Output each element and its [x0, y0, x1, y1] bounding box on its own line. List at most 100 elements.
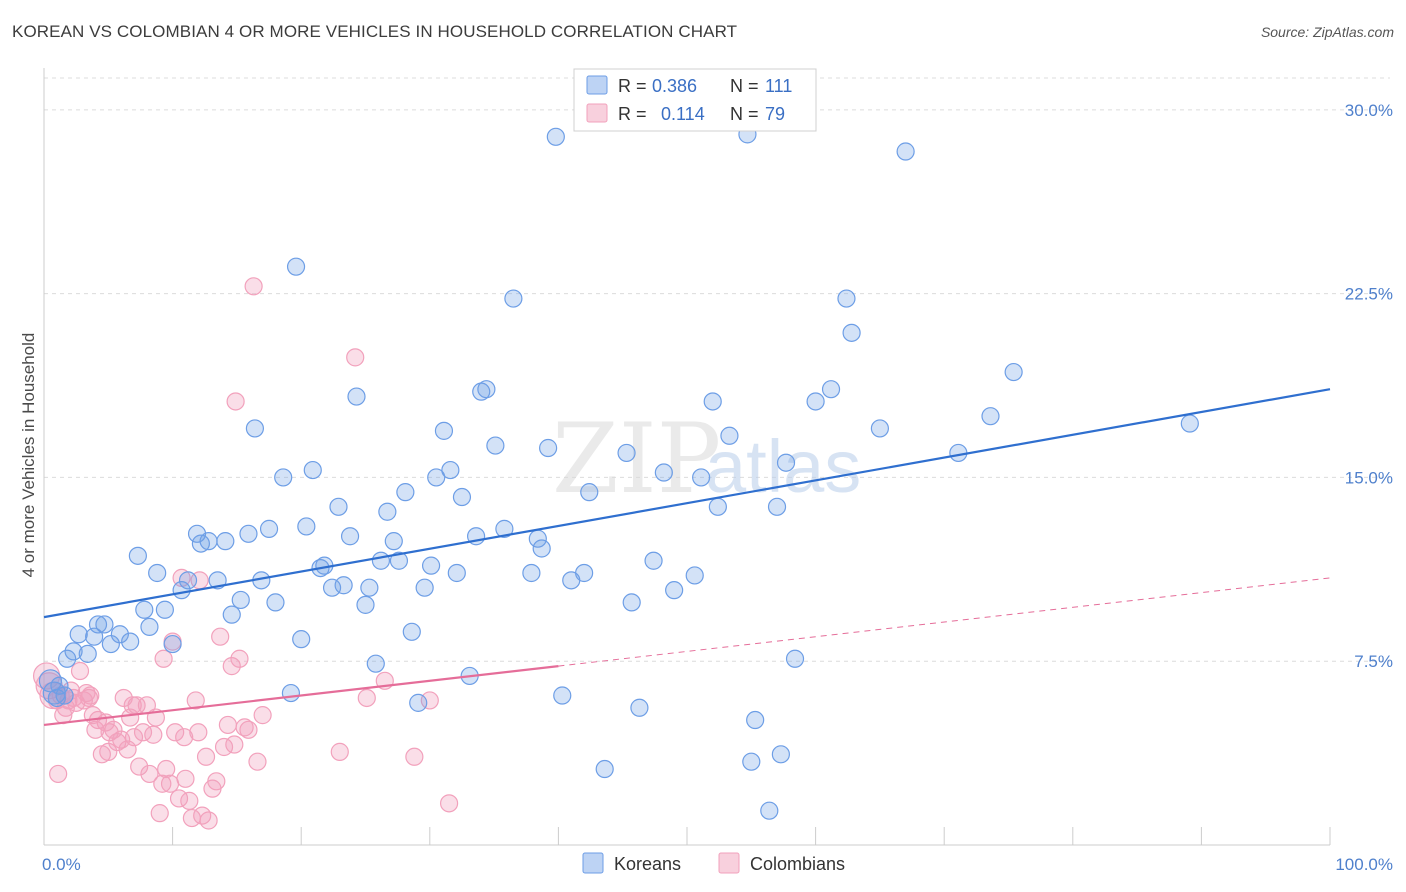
korean-point: [148, 563, 167, 583]
korean-point: [199, 532, 218, 551]
colombian-point: [439, 794, 459, 813]
bottom-legend-colombian-swatch: [718, 852, 740, 874]
colombian-point: [99, 742, 118, 761]
korean-point: [259, 519, 279, 538]
korean-point: [135, 600, 154, 619]
korean-point: [720, 426, 739, 445]
watermark-atlas: atlas: [705, 425, 861, 508]
top-legend-box: [573, 68, 817, 132]
colombian-point: [154, 649, 173, 668]
colombian-point: [160, 774, 180, 793]
korean-point: [553, 686, 572, 705]
korean-point: [95, 615, 114, 634]
colombian-point: [196, 747, 216, 766]
x-tick-label: 0.0%: [42, 855, 81, 874]
korean-point: [532, 539, 551, 558]
korean-point: [222, 605, 241, 624]
korean-point: [396, 483, 415, 502]
bottom-legend-korean-label: Koreans: [614, 854, 681, 874]
korean-point: [842, 323, 861, 342]
colombian-point: [420, 691, 439, 710]
colombian-point: [130, 757, 149, 776]
korean-point: [580, 483, 599, 502]
legend-colombian-r-label: R =: [618, 104, 647, 124]
colombian-point: [239, 720, 258, 739]
korean-point: [441, 460, 460, 480]
korean-point: [486, 436, 505, 455]
korean-point: [821, 380, 841, 399]
korean-point: [245, 419, 265, 438]
korean-point: [708, 497, 727, 516]
colombian-point: [189, 723, 208, 742]
korean-point: [140, 617, 159, 637]
colombian-point: [207, 772, 226, 791]
colombian-point: [176, 769, 195, 788]
watermark: ZIP atlas: [552, 403, 861, 515]
korean-point: [50, 676, 69, 695]
korean-point: [121, 632, 140, 651]
korean-point: [58, 649, 77, 668]
watermark-zip: ZIP: [552, 403, 721, 515]
legend-korean-n-value: 111: [765, 76, 792, 96]
korean-point: [622, 593, 641, 612]
legend-korean-r-value: 0.386: [652, 76, 697, 96]
korean-point: [617, 443, 636, 463]
colombian-trend-line: [43, 665, 559, 727]
bottom-legend: Koreans Colombians: [582, 852, 845, 874]
korean-point: [384, 532, 403, 551]
legend-korean-n-label: N =: [730, 76, 759, 96]
korean-point: [178, 571, 198, 590]
korean-point: [292, 630, 311, 649]
y-tick-label: 22.5%: [1345, 285, 1393, 304]
source-label: Source: ZipAtlas.com: [1260, 24, 1394, 40]
korean-point: [504, 289, 523, 308]
korean-point: [654, 463, 673, 482]
korean-points: [38, 125, 1199, 820]
korean-point: [329, 497, 348, 516]
korean-point: [692, 468, 711, 487]
colombian-point: [211, 627, 230, 646]
legend-colombian-n-value: 79: [765, 104, 785, 124]
legend-colombian-swatch: [586, 103, 608, 123]
korean-point: [366, 654, 385, 673]
colombian-point: [180, 791, 199, 810]
korean-point: [274, 468, 293, 487]
bottom-legend-korean-swatch: [582, 852, 604, 874]
colombian-point: [81, 686, 100, 705]
korean-point: [421, 556, 441, 575]
colombian-point: [218, 715, 237, 735]
colombian-point: [150, 804, 169, 823]
korean-point: [806, 392, 825, 411]
korean-point: [1004, 362, 1023, 382]
korean-point: [356, 595, 375, 614]
colombian-point: [49, 764, 68, 784]
legend-colombian-r-value: 0.114: [661, 104, 705, 124]
korean-point: [239, 524, 258, 543]
legend-colombian-n-label: N =: [730, 104, 759, 124]
legend-korean-swatch: [586, 75, 608, 95]
korean-point: [760, 801, 779, 820]
korean-point: [746, 710, 765, 730]
korean-point: [64, 642, 83, 661]
korean-point: [303, 460, 322, 480]
korean-point: [771, 745, 790, 764]
colombian-point: [166, 723, 185, 742]
korean-point: [334, 576, 353, 595]
korean-point: [896, 142, 915, 161]
colombian-point: [157, 759, 176, 779]
korean-point: [447, 563, 466, 583]
y-tick-label: 7.5%: [1354, 652, 1393, 671]
korean-point: [281, 683, 301, 703]
korean-point: [389, 551, 409, 570]
korean-point: [216, 532, 235, 551]
bottom-legend-colombian-label: Colombians: [750, 854, 845, 874]
korean-point: [163, 634, 182, 654]
korean-point: [539, 438, 558, 458]
trend-lines: [43, 388, 1331, 727]
korean-point: [495, 519, 514, 538]
korean-point: [477, 380, 496, 399]
colombian-point: [70, 661, 90, 681]
colombian-point: [222, 657, 241, 676]
korean-point: [322, 578, 342, 597]
korean-point: [685, 566, 704, 585]
